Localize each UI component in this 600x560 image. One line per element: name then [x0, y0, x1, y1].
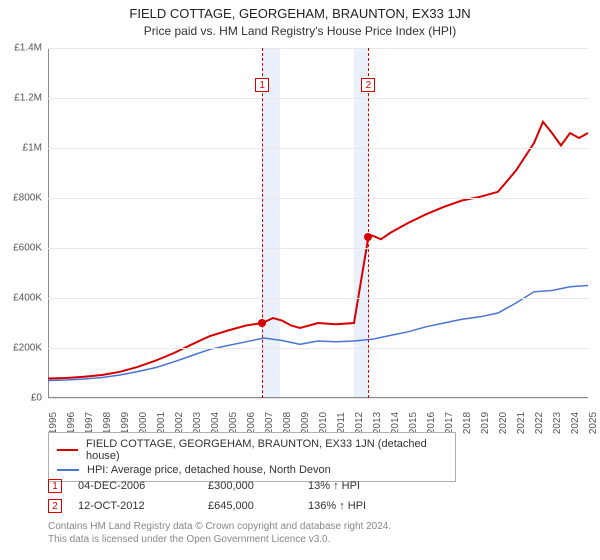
grid-line — [48, 398, 588, 399]
footer-line-1: Contains HM Land Registry data © Crown c… — [48, 520, 391, 533]
event-date-2: 12-OCT-2012 — [78, 500, 208, 512]
x-tick-label: 2020 — [498, 409, 509, 437]
chart-title: FIELD COTTAGE, GEORGEHAM, BRAUNTON, EX33… — [0, 0, 600, 21]
legend-swatch-hpi — [57, 469, 79, 471]
event-price-2: £645,000 — [208, 500, 308, 512]
grid-line — [48, 248, 588, 249]
event-date-1: 04-DEC-2006 — [78, 480, 208, 492]
y-tick-label: £1M — [0, 143, 42, 154]
grid-line — [48, 148, 588, 149]
footer-attribution: Contains HM Land Registry data © Crown c… — [48, 520, 391, 546]
y-tick-label: £1.4M — [0, 43, 42, 54]
grid-line — [48, 198, 588, 199]
grid-line — [48, 48, 588, 49]
event-pct-2: 136% ↑ HPI — [308, 500, 408, 512]
x-tick-label: 2025 — [588, 409, 599, 437]
legend-row-property: FIELD COTTAGE, GEORGEHAM, BRAUNTON, EX33… — [57, 437, 447, 463]
x-tick-label: 2024 — [570, 409, 581, 437]
legend: FIELD COTTAGE, GEORGEHAM, BRAUNTON, EX33… — [48, 432, 456, 482]
series-line-hpi — [48, 286, 588, 381]
event-price-1: £300,000 — [208, 480, 308, 492]
y-tick-label: £800K — [0, 193, 42, 204]
y-tick-label: £400K — [0, 293, 42, 304]
legend-label-hpi: HPI: Average price, detached house, Nort… — [87, 464, 331, 476]
data-point-dot — [258, 319, 266, 327]
event-pct-1: 13% ↑ HPI — [308, 480, 408, 492]
x-tick-label: 2023 — [552, 409, 563, 437]
event-marker-box: 2 — [361, 78, 375, 92]
line-chart-svg — [48, 48, 588, 398]
x-tick-label: 2021 — [516, 409, 527, 437]
grid-line — [48, 98, 588, 99]
grid-line — [48, 298, 588, 299]
y-tick-label: £600K — [0, 243, 42, 254]
chart-subtitle: Price paid vs. HM Land Registry's House … — [0, 21, 600, 38]
event-vline — [262, 48, 263, 398]
legend-swatch-property — [57, 449, 78, 451]
x-tick-label: 2019 — [480, 409, 491, 437]
event-row-2: 2 12-OCT-2012 £645,000 136% ↑ HPI — [48, 496, 408, 516]
event-table: 1 04-DEC-2006 £300,000 13% ↑ HPI 2 12-OC… — [48, 476, 408, 516]
event-marker-1: 1 — [48, 479, 62, 493]
y-tick-label: £1.2M — [0, 93, 42, 104]
event-vline — [368, 48, 369, 398]
chart-plot-area: £0£200K£400K£600K£800K£1M£1.2M£1.4M19951… — [48, 48, 588, 398]
series-line-property — [48, 122, 588, 379]
y-tick-label: £0 — [0, 393, 42, 404]
x-tick-label: 2018 — [462, 409, 473, 437]
legend-label-property: FIELD COTTAGE, GEORGEHAM, BRAUNTON, EX33… — [86, 438, 447, 462]
footer-line-2: This data is licensed under the Open Gov… — [48, 533, 391, 546]
grid-line — [48, 348, 588, 349]
event-marker-box: 1 — [255, 78, 269, 92]
x-tick-label: 2022 — [534, 409, 545, 437]
data-point-dot — [364, 233, 372, 241]
event-row-1: 1 04-DEC-2006 £300,000 13% ↑ HPI — [48, 476, 408, 496]
legend-row-hpi: HPI: Average price, detached house, Nort… — [57, 463, 447, 477]
event-marker-2: 2 — [48, 499, 62, 513]
y-tick-label: £200K — [0, 343, 42, 354]
